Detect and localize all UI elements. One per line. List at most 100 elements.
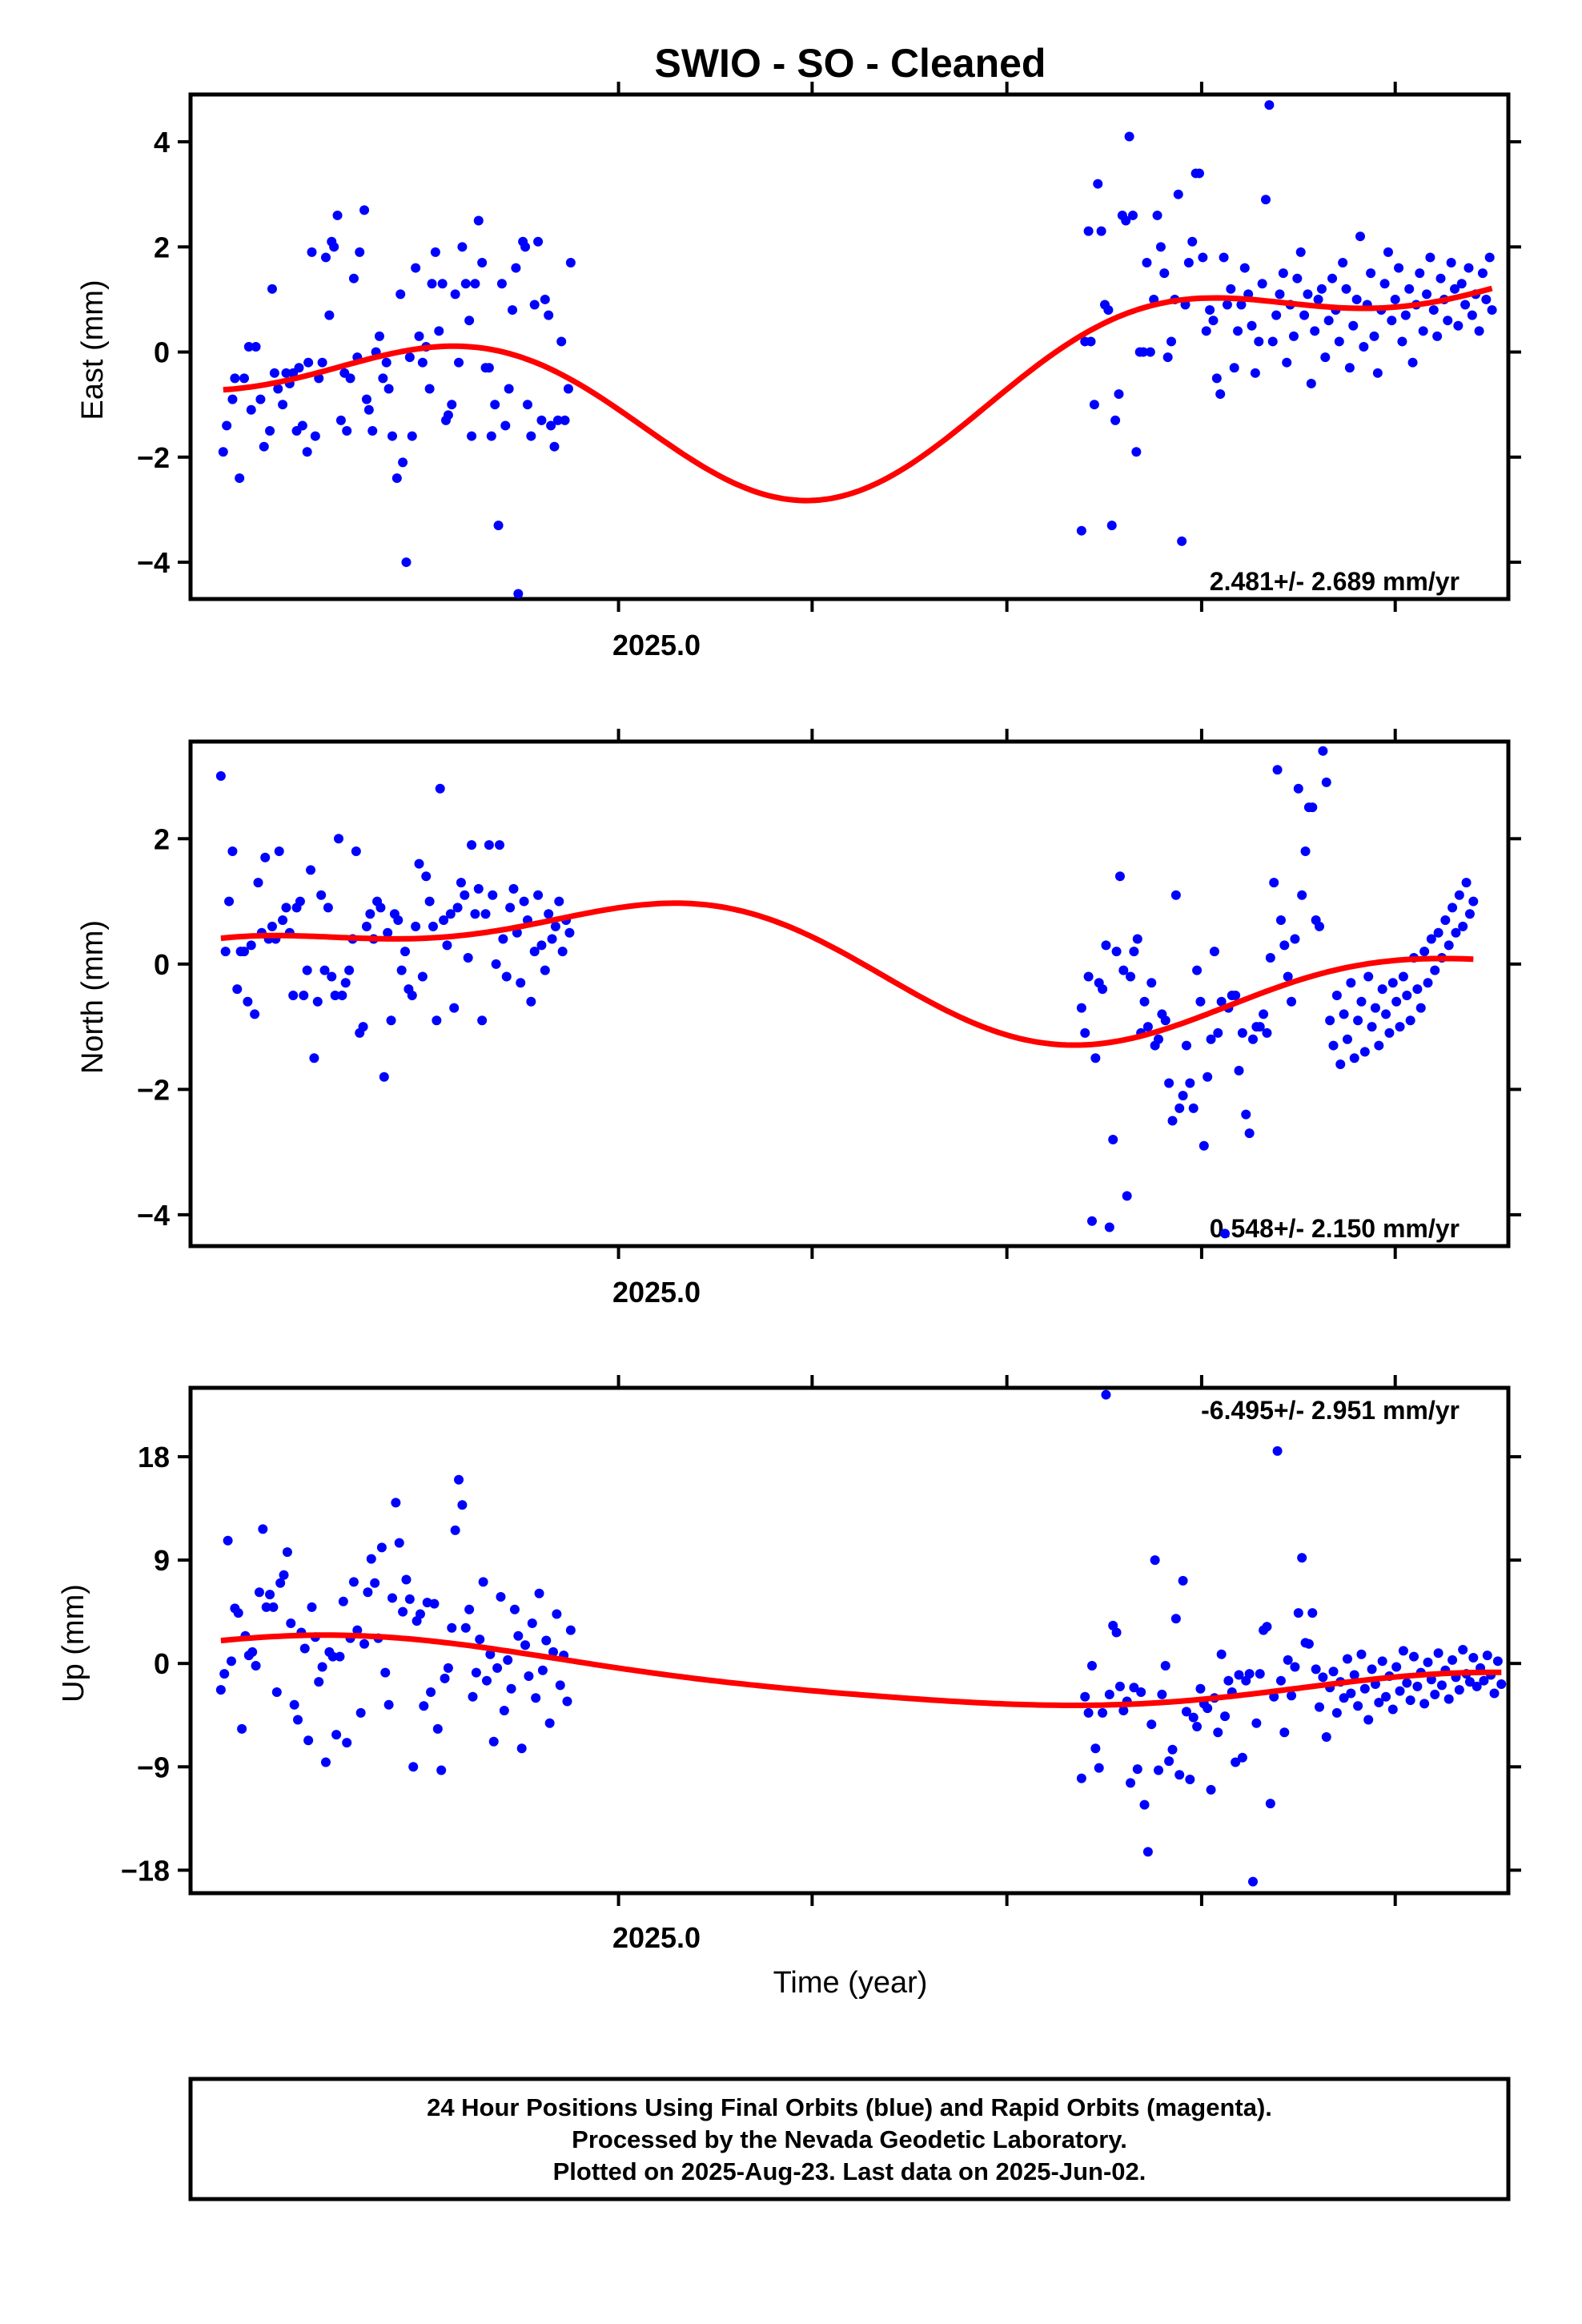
up-data-point xyxy=(1430,1689,1440,1699)
east-x-tick-label: 2025.0 xyxy=(612,629,701,661)
east-data-point xyxy=(1201,326,1211,336)
east-data-point xyxy=(1106,521,1117,531)
north-data-point xyxy=(295,896,305,907)
up-data-point xyxy=(1492,1656,1503,1667)
north-data-point xyxy=(312,996,323,1007)
up-data-point xyxy=(447,1622,457,1633)
north-data-point xyxy=(484,840,494,850)
east-data-point xyxy=(383,384,394,394)
east-data-point xyxy=(1487,305,1497,316)
east-data-point xyxy=(1443,316,1453,326)
north-data-point xyxy=(358,1022,368,1032)
east-data-point xyxy=(374,331,384,341)
east-data-point xyxy=(273,384,283,394)
east-data-point xyxy=(1338,258,1348,267)
up-data-point xyxy=(1255,1669,1265,1679)
east-data-point xyxy=(1344,363,1355,373)
up-data-point xyxy=(488,1736,499,1747)
east-data-point xyxy=(1194,168,1204,179)
north-data-point xyxy=(1262,1027,1272,1038)
north-data-point xyxy=(1272,765,1283,775)
east-data-point xyxy=(1114,389,1124,400)
up-data-point xyxy=(1076,1773,1086,1783)
up-data-point xyxy=(279,1570,289,1580)
up-y-tick-label: −9 xyxy=(137,1751,170,1783)
east-data-point xyxy=(1323,316,1334,326)
up-data-point xyxy=(475,1634,485,1645)
north-data-point xyxy=(1430,965,1440,975)
east-data-point xyxy=(269,368,279,378)
up-y-tick-label: 18 xyxy=(138,1441,170,1474)
north-data-point xyxy=(344,965,355,975)
east-data-point xyxy=(470,279,480,289)
east-data-point xyxy=(1464,263,1474,273)
north-data-point xyxy=(473,883,484,894)
north-data-point xyxy=(1297,890,1307,900)
east-data-point xyxy=(297,420,307,431)
north-data-point xyxy=(306,865,316,875)
up-data-point xyxy=(1454,1685,1464,1695)
east-y-tick-label: 2 xyxy=(154,231,170,263)
east-data-point xyxy=(348,273,359,283)
east-data-point xyxy=(467,431,477,441)
east-data-point xyxy=(493,521,504,531)
north-data-point xyxy=(411,921,421,931)
north-data-point xyxy=(516,978,526,988)
east-data-point xyxy=(230,373,240,384)
footer-note: 24 Hour Positions Using Final Orbits (bl… xyxy=(188,2077,1511,2201)
up-data-point xyxy=(404,1594,415,1604)
up-data-point xyxy=(457,1500,468,1510)
east-data-point xyxy=(1222,300,1232,310)
east-data-point xyxy=(540,294,550,304)
north-data-point xyxy=(1142,1022,1153,1032)
east-data-point xyxy=(563,384,573,394)
north-data-point xyxy=(1279,940,1290,951)
east-data-point xyxy=(533,236,544,247)
east-data-point xyxy=(1239,263,1250,273)
east-data-point xyxy=(345,373,355,384)
north-data-point xyxy=(383,927,393,938)
up-x-tick-label: 2025.0 xyxy=(612,1921,701,1954)
up-data-point xyxy=(289,1699,299,1710)
up-data-point xyxy=(1479,1675,1489,1686)
north-data-point xyxy=(1080,1027,1090,1038)
north-data-point xyxy=(1440,915,1451,926)
east-data-point xyxy=(1152,210,1162,220)
north-data-point xyxy=(299,990,309,1000)
up-data-point xyxy=(314,1677,324,1687)
east-data-point xyxy=(332,210,343,220)
east-data-point xyxy=(1211,373,1222,384)
up-data-point xyxy=(376,1542,387,1553)
up-data-point xyxy=(1129,1683,1139,1693)
north-data-point xyxy=(1090,1053,1101,1063)
east-data-point xyxy=(1316,283,1327,294)
up-data-point xyxy=(380,1667,391,1678)
north-x-tick-label: 2025.0 xyxy=(612,1276,701,1309)
up-data-point xyxy=(1174,1770,1185,1780)
north-data-point xyxy=(1231,990,1241,1000)
north-data-point xyxy=(246,940,256,951)
up-data-point xyxy=(1356,1649,1367,1659)
up-data-point xyxy=(436,1765,447,1775)
up-data-point xyxy=(286,1618,296,1628)
up-data-point xyxy=(531,1693,541,1703)
east-data-point xyxy=(1093,179,1103,189)
north-data-point xyxy=(1216,996,1227,1007)
east-data-point xyxy=(496,279,507,289)
north-data-point xyxy=(498,934,508,944)
north-data-point xyxy=(316,890,327,900)
up-data-point xyxy=(233,1608,243,1618)
up-data-point xyxy=(1287,1691,1297,1701)
up-data-point xyxy=(1409,1651,1419,1662)
up-data-point xyxy=(506,1683,516,1694)
up-data-point xyxy=(1419,1699,1430,1709)
north-data-point xyxy=(1374,1040,1384,1051)
up-data-point xyxy=(485,1649,496,1659)
up-data-point xyxy=(1321,1731,1331,1742)
east-data-point xyxy=(1449,283,1460,294)
east-data-point xyxy=(227,394,238,404)
footer-box xyxy=(188,2077,1511,2201)
east-data-point xyxy=(1460,300,1471,310)
north-data-point xyxy=(1423,978,1433,988)
